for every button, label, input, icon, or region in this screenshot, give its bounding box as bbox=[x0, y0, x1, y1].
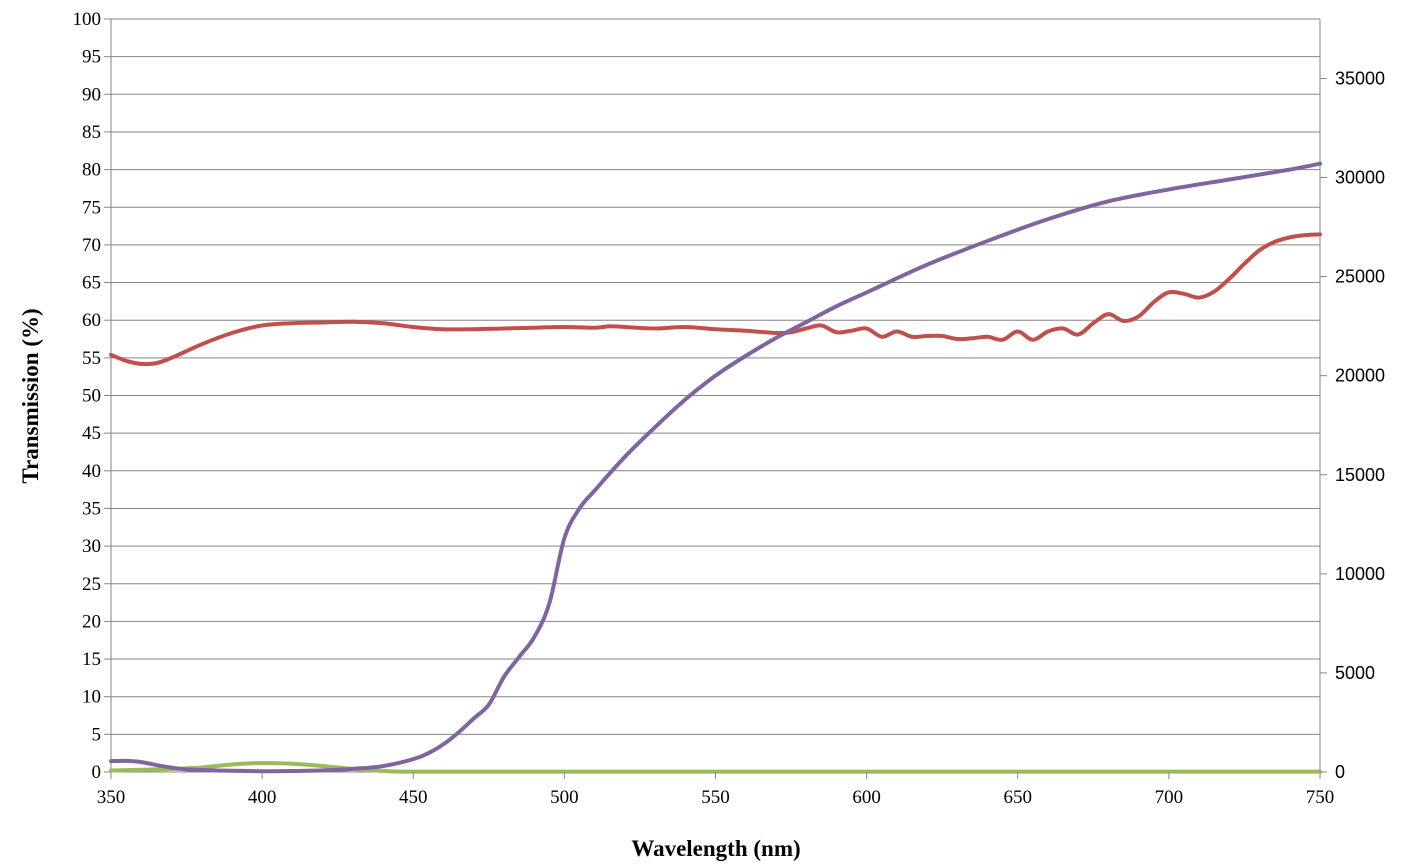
y-tick-label: 50 bbox=[82, 386, 101, 407]
x-tick-label: 500 bbox=[550, 787, 579, 808]
right-axis-ticks: 0 5000 10000 15000 20000 25000 30000 35000 bbox=[1320, 68, 1385, 782]
x-axis-ticks: 350 400 450 500 550 600 650 700 750 bbox=[97, 772, 1335, 808]
gridlines bbox=[111, 18, 1320, 735]
y-tick-label: 95 bbox=[82, 47, 101, 68]
y2-tick-label: 30000 bbox=[1335, 168, 1385, 188]
y-axis-title: Transmission (%) bbox=[18, 308, 43, 483]
y-tick-label: 45 bbox=[82, 423, 101, 444]
y-tick-label: 55 bbox=[82, 348, 101, 369]
series-green-line bbox=[109, 760, 1322, 774]
y-tick-label: 10 bbox=[82, 687, 101, 708]
x-tick-label: 450 bbox=[399, 787, 428, 808]
y2-tick-label: 25000 bbox=[1335, 267, 1385, 287]
y-tick-label: 75 bbox=[82, 197, 101, 218]
y-tick-label: 15 bbox=[82, 649, 101, 670]
y-tick-label: 80 bbox=[82, 160, 101, 181]
series-red-line bbox=[109, 232, 1322, 367]
y-tick-label: 30 bbox=[82, 536, 101, 557]
x-tick-label: 750 bbox=[1306, 787, 1335, 808]
x-tick-label: 600 bbox=[852, 787, 881, 808]
y-tick-label: 20 bbox=[82, 611, 101, 632]
y2-tick-label: 10000 bbox=[1335, 564, 1385, 584]
x-tick-label: 650 bbox=[1004, 787, 1033, 808]
series-lines bbox=[109, 161, 1322, 774]
y-tick-label: 35 bbox=[82, 498, 101, 519]
y-tick-label: 5 bbox=[92, 724, 102, 745]
y-tick-label: 70 bbox=[82, 235, 101, 256]
y-tick-label: 90 bbox=[82, 84, 101, 105]
y2-tick-label: 15000 bbox=[1335, 465, 1385, 485]
y-tick-label: 40 bbox=[82, 461, 101, 482]
left-axis-ticks: 0 5 10 15 20 25 30 35 40 45 50 55 60 65 70 75 80 85 90 95 10… bbox=[73, 9, 111, 783]
y-tick-label: 85 bbox=[82, 122, 101, 143]
y2-tick-label: 20000 bbox=[1335, 366, 1385, 386]
x-tick-label: 700 bbox=[1155, 787, 1184, 808]
y-tick-label: 65 bbox=[82, 273, 101, 294]
x-tick-label: 550 bbox=[701, 787, 730, 808]
y-tick-label: 60 bbox=[82, 310, 101, 331]
y2-tick-label: 5000 bbox=[1335, 663, 1375, 683]
y-tick-label: 100 bbox=[73, 9, 102, 30]
y-tick-label: 25 bbox=[82, 574, 101, 595]
series-purple-line bbox=[109, 161, 1322, 774]
y2-tick-label: 0 bbox=[1335, 762, 1345, 782]
y-tick-label: 0 bbox=[92, 762, 102, 783]
x-axis-title: Wavelength (nm) bbox=[631, 836, 800, 861]
x-tick-label: 400 bbox=[248, 787, 277, 808]
x-tick-label: 350 bbox=[97, 787, 126, 808]
y2-tick-label: 35000 bbox=[1335, 68, 1385, 88]
